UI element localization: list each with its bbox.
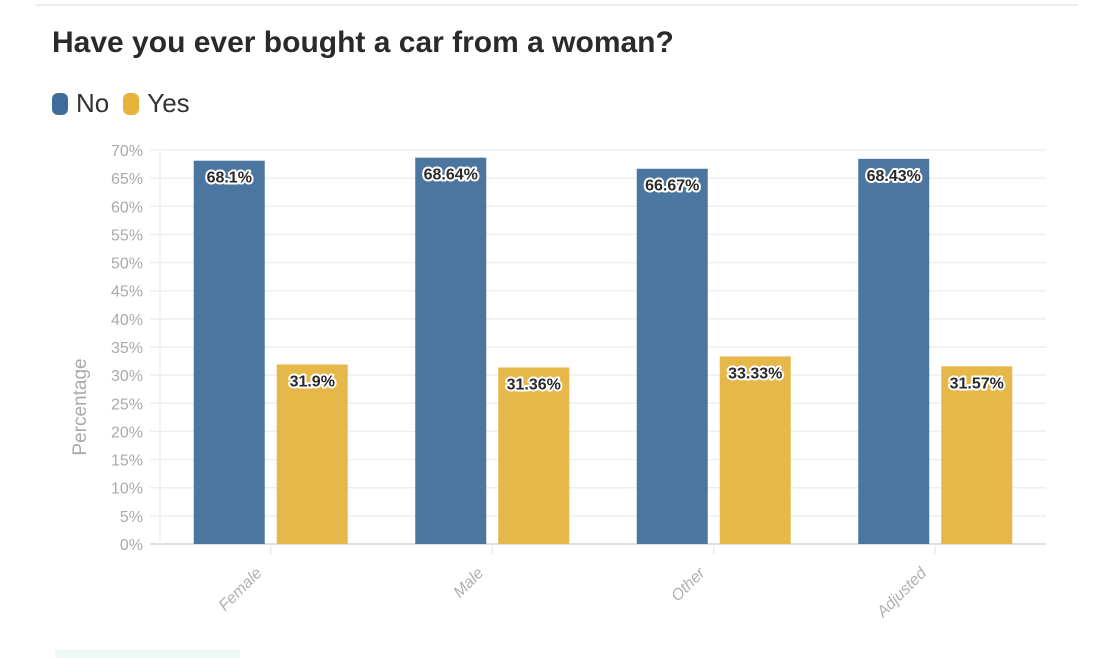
y-tick-label: 10% bbox=[111, 481, 143, 498]
legend-swatch-yes bbox=[123, 92, 140, 115]
y-tick-label: 65% bbox=[111, 171, 143, 188]
x-tick-label-adjusted: Adjusted bbox=[873, 564, 931, 622]
bar-no-male bbox=[415, 157, 487, 545]
y-tick-label: 50% bbox=[111, 256, 143, 273]
y-tick-label: 30% bbox=[111, 368, 143, 385]
data-label: 68.64% bbox=[424, 167, 478, 184]
y-tick-label: 20% bbox=[111, 424, 143, 441]
legend-item-yes[interactable]: Yes bbox=[123, 88, 190, 119]
bar-yes-female bbox=[276, 364, 348, 544]
data-label: 66.67% bbox=[645, 178, 699, 195]
y-tick-label: 60% bbox=[111, 199, 143, 216]
y-tick-label: 35% bbox=[111, 340, 143, 357]
x-tick-label-female: Female bbox=[216, 565, 266, 615]
y-tick-label: 25% bbox=[111, 396, 143, 413]
bar-yes-male bbox=[498, 367, 570, 544]
y-tick-label: 5% bbox=[120, 509, 143, 526]
data-label: 31.9% bbox=[290, 373, 335, 390]
data-label: 68.43% bbox=[867, 168, 921, 185]
bar-yes-adjusted bbox=[941, 366, 1013, 544]
y-tick-label: 45% bbox=[111, 284, 143, 301]
chart-title: Have you ever bought a car from a woman? bbox=[52, 26, 674, 59]
bar-no-other bbox=[636, 168, 708, 544]
legend-item-no[interactable]: No bbox=[52, 88, 109, 119]
y-tick-label: 0% bbox=[120, 537, 143, 554]
legend-swatch-no bbox=[52, 92, 68, 115]
legend-label-yes: Yes bbox=[147, 88, 190, 118]
y-tick-label: 55% bbox=[111, 227, 143, 244]
top-divider bbox=[36, 4, 1078, 6]
bottom-strip bbox=[55, 650, 240, 658]
data-label: 33.33% bbox=[728, 365, 782, 382]
data-label: 31.36% bbox=[507, 376, 561, 393]
y-tick-label: 70% bbox=[111, 143, 143, 160]
y-axis-label: Percentage bbox=[70, 358, 91, 455]
x-tick-label-other: Other bbox=[668, 564, 709, 605]
y-tick-label: 15% bbox=[111, 453, 143, 470]
legend: No Yes bbox=[52, 88, 204, 119]
data-label: 31.57% bbox=[950, 375, 1004, 392]
data-label: 68.1% bbox=[207, 170, 252, 187]
legend-label-no: No bbox=[76, 88, 110, 118]
bar-no-adjusted bbox=[858, 158, 930, 544]
x-tick-label-male: Male bbox=[451, 565, 488, 602]
bar-no-female bbox=[193, 160, 265, 545]
y-tick-label: 40% bbox=[111, 312, 143, 329]
bar-yes-other bbox=[719, 356, 791, 544]
